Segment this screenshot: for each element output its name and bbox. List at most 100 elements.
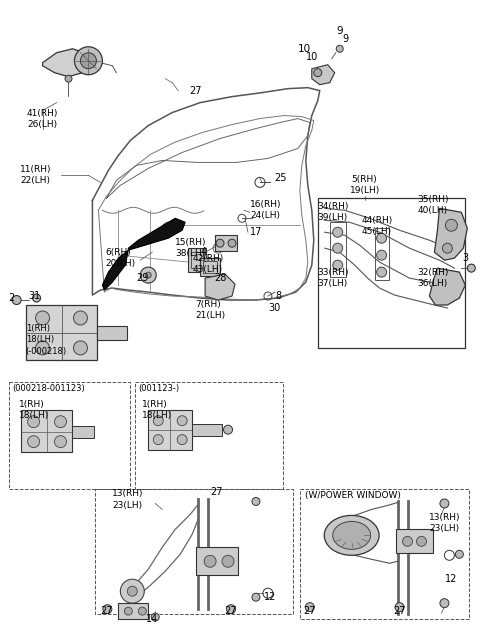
Bar — [191, 252, 203, 268]
Text: 27: 27 — [100, 606, 113, 616]
Circle shape — [445, 219, 457, 231]
Circle shape — [55, 436, 67, 448]
Text: (W/POWER WINDOW): (W/POWER WINDOW) — [305, 491, 401, 500]
Text: 27: 27 — [210, 488, 222, 498]
Polygon shape — [102, 250, 128, 290]
Text: 2: 2 — [9, 293, 15, 303]
Text: 28: 28 — [214, 273, 226, 283]
Bar — [96, 490, 293, 614]
Text: 7(RH)
21(LH): 7(RH) 21(LH) — [195, 300, 225, 320]
Bar — [9, 382, 130, 490]
Bar — [188, 248, 206, 272]
Bar — [72, 426, 95, 438]
Circle shape — [145, 272, 151, 278]
Bar — [97, 326, 127, 340]
Text: 14: 14 — [146, 614, 158, 624]
Circle shape — [138, 607, 146, 615]
Polygon shape — [43, 49, 88, 77]
Text: 8: 8 — [275, 291, 281, 301]
Circle shape — [228, 239, 236, 247]
Circle shape — [12, 295, 21, 304]
Circle shape — [28, 416, 39, 428]
Text: (000218-001123): (000218-001123) — [12, 384, 85, 392]
Text: 12: 12 — [445, 574, 457, 584]
Circle shape — [55, 416, 67, 428]
Bar — [215, 235, 237, 251]
Circle shape — [151, 613, 159, 621]
Text: 13(RH)
23(LH): 13(RH) 23(LH) — [112, 490, 144, 510]
Circle shape — [333, 227, 343, 238]
Bar — [135, 382, 283, 490]
Text: 44(RH)
45(LH): 44(RH) 45(LH) — [361, 216, 393, 236]
Text: 27: 27 — [224, 606, 236, 616]
Text: 4: 4 — [200, 247, 206, 257]
Polygon shape — [205, 274, 235, 300]
Circle shape — [443, 243, 452, 253]
Bar — [192, 424, 222, 436]
Bar — [396, 529, 433, 553]
Text: 9: 9 — [336, 26, 343, 36]
Text: 25: 25 — [274, 173, 287, 183]
Polygon shape — [128, 218, 185, 250]
Text: 9: 9 — [343, 34, 349, 44]
Circle shape — [140, 267, 156, 283]
Text: 12: 12 — [264, 592, 276, 602]
Text: 42(RH)
43(LH): 42(RH) 43(LH) — [192, 254, 223, 274]
Circle shape — [153, 416, 163, 426]
Circle shape — [74, 47, 102, 75]
Circle shape — [333, 260, 343, 270]
Bar — [21, 410, 72, 452]
Bar — [196, 547, 238, 575]
Circle shape — [403, 536, 412, 546]
Circle shape — [333, 243, 343, 253]
Text: 5(RH)
19(LH): 5(RH) 19(LH) — [349, 175, 380, 195]
Circle shape — [417, 536, 426, 546]
Circle shape — [33, 294, 41, 302]
Circle shape — [28, 436, 39, 448]
Circle shape — [440, 598, 449, 608]
Text: 17: 17 — [250, 227, 263, 238]
Circle shape — [336, 45, 343, 52]
Text: 1(RH)
18(LH): 1(RH) 18(LH) — [142, 400, 172, 420]
Circle shape — [305, 603, 314, 612]
Circle shape — [252, 498, 260, 505]
Circle shape — [216, 239, 224, 247]
Text: 29: 29 — [136, 273, 148, 283]
Circle shape — [81, 53, 96, 69]
Circle shape — [73, 311, 87, 325]
Text: 35(RH)
40(LH): 35(RH) 40(LH) — [418, 195, 449, 215]
Bar — [318, 198, 465, 348]
Text: 16(RH)
24(LH): 16(RH) 24(LH) — [250, 200, 281, 220]
Text: 1(RH)
18(LH)
(-000218): 1(RH) 18(LH) (-000218) — [25, 324, 67, 355]
Bar — [330, 222, 346, 277]
Circle shape — [65, 75, 72, 82]
Circle shape — [456, 551, 463, 558]
Text: 27: 27 — [393, 606, 406, 616]
Text: 11(RH)
22(LH): 11(RH) 22(LH) — [20, 165, 51, 185]
Circle shape — [36, 341, 49, 355]
Text: 31: 31 — [29, 291, 41, 301]
Circle shape — [36, 311, 49, 325]
Circle shape — [120, 579, 144, 603]
Text: 27: 27 — [189, 86, 202, 96]
Circle shape — [395, 603, 404, 612]
Circle shape — [73, 341, 87, 355]
Text: 1(RH)
18(LH): 1(RH) 18(LH) — [19, 400, 49, 420]
Bar — [25, 305, 97, 360]
Bar — [203, 261, 217, 273]
Text: 34(RH)
39(LH): 34(RH) 39(LH) — [318, 202, 349, 222]
Text: 13(RH)
23(LH): 13(RH) 23(LH) — [430, 513, 461, 534]
Ellipse shape — [333, 522, 371, 549]
Polygon shape — [312, 65, 335, 84]
Bar — [148, 410, 192, 450]
Circle shape — [204, 555, 216, 567]
Circle shape — [252, 593, 260, 601]
Circle shape — [124, 607, 132, 615]
Text: 10: 10 — [298, 43, 312, 54]
Bar — [119, 603, 148, 619]
Ellipse shape — [324, 515, 379, 555]
Circle shape — [468, 264, 475, 272]
Circle shape — [153, 435, 163, 445]
Text: 10: 10 — [306, 52, 318, 62]
Text: 30: 30 — [268, 303, 280, 313]
